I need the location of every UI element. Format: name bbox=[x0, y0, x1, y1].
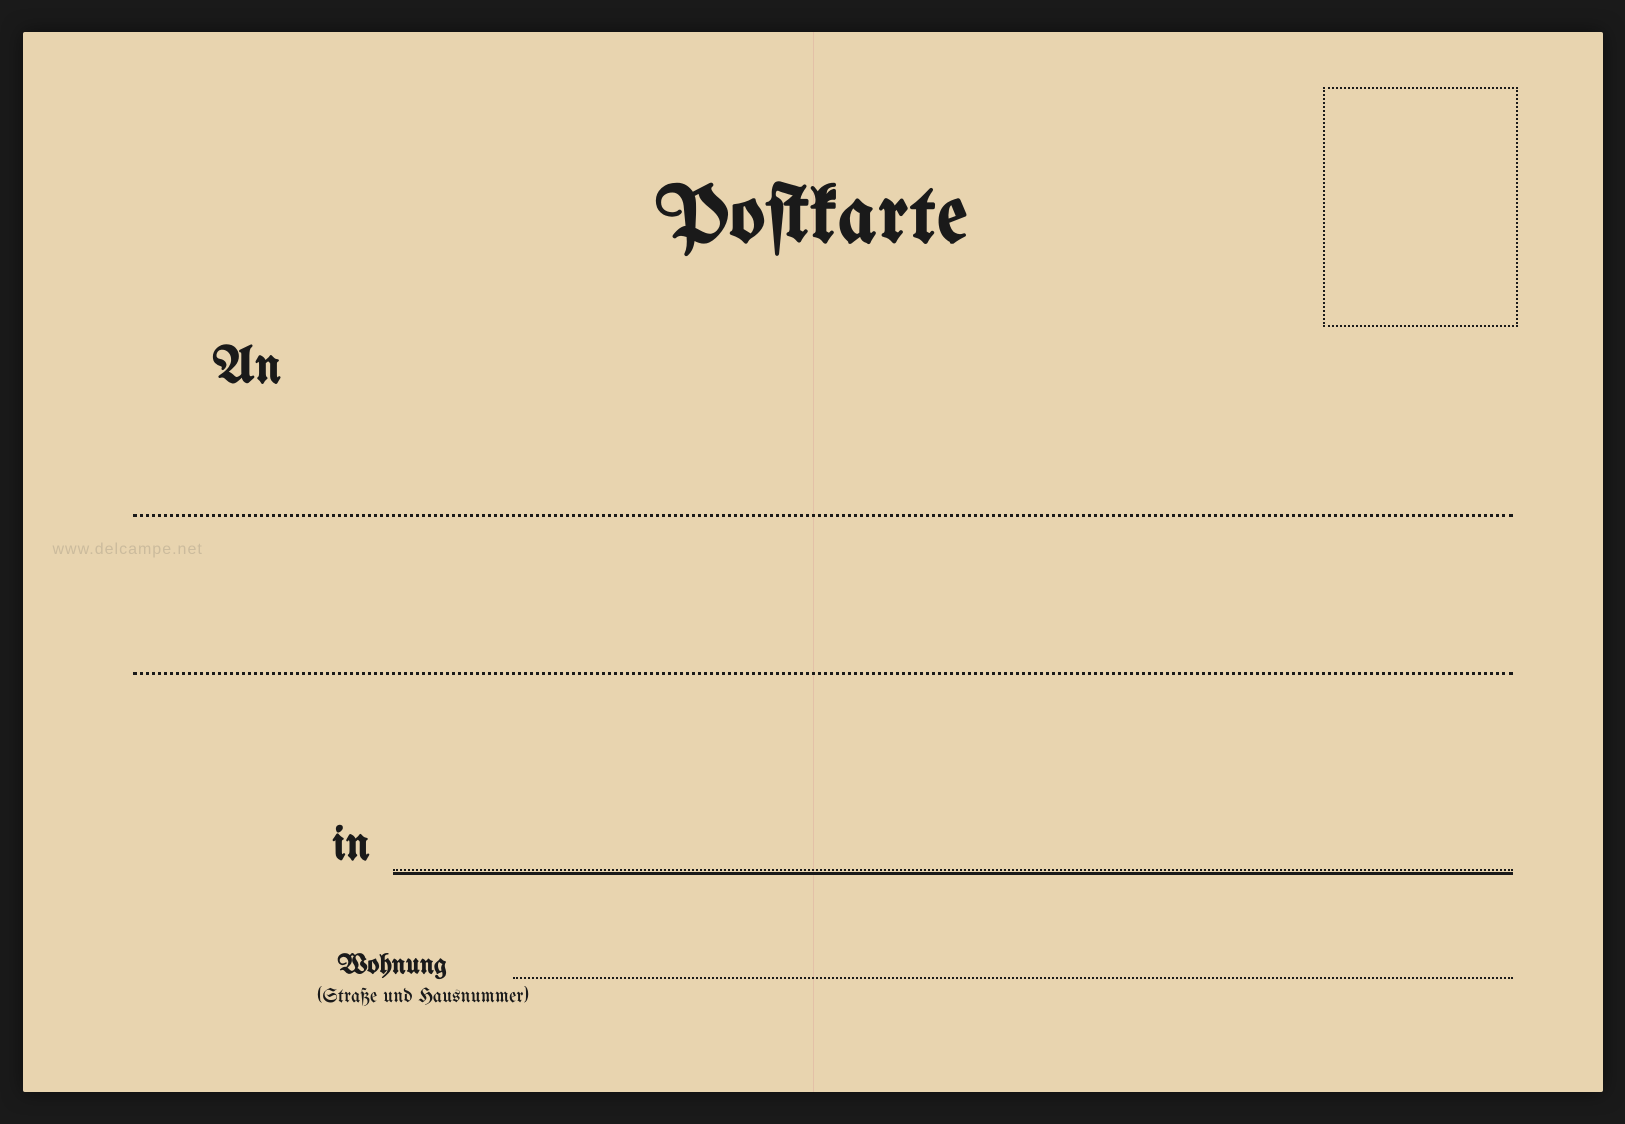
an-label: An bbox=[213, 342, 282, 396]
address-line-1 bbox=[133, 514, 1513, 517]
city-line bbox=[393, 872, 1513, 875]
wohnung-line bbox=[513, 977, 1513, 979]
city-line-dots bbox=[393, 869, 1513, 871]
address-line-2 bbox=[133, 672, 1513, 675]
wohnung-sublabel: (Straße und Hausnummer) bbox=[318, 987, 529, 1008]
postcard-title: Poſtkarte bbox=[656, 177, 969, 262]
stamp-placeholder bbox=[1323, 87, 1518, 327]
postcard-back: www.delcampe.net Poſtkarte An in Wohnung… bbox=[23, 32, 1603, 1092]
wohnung-label: Wohnung bbox=[338, 952, 448, 981]
in-label: in bbox=[333, 822, 370, 872]
watermark-text: www.delcampe.net bbox=[53, 541, 203, 559]
